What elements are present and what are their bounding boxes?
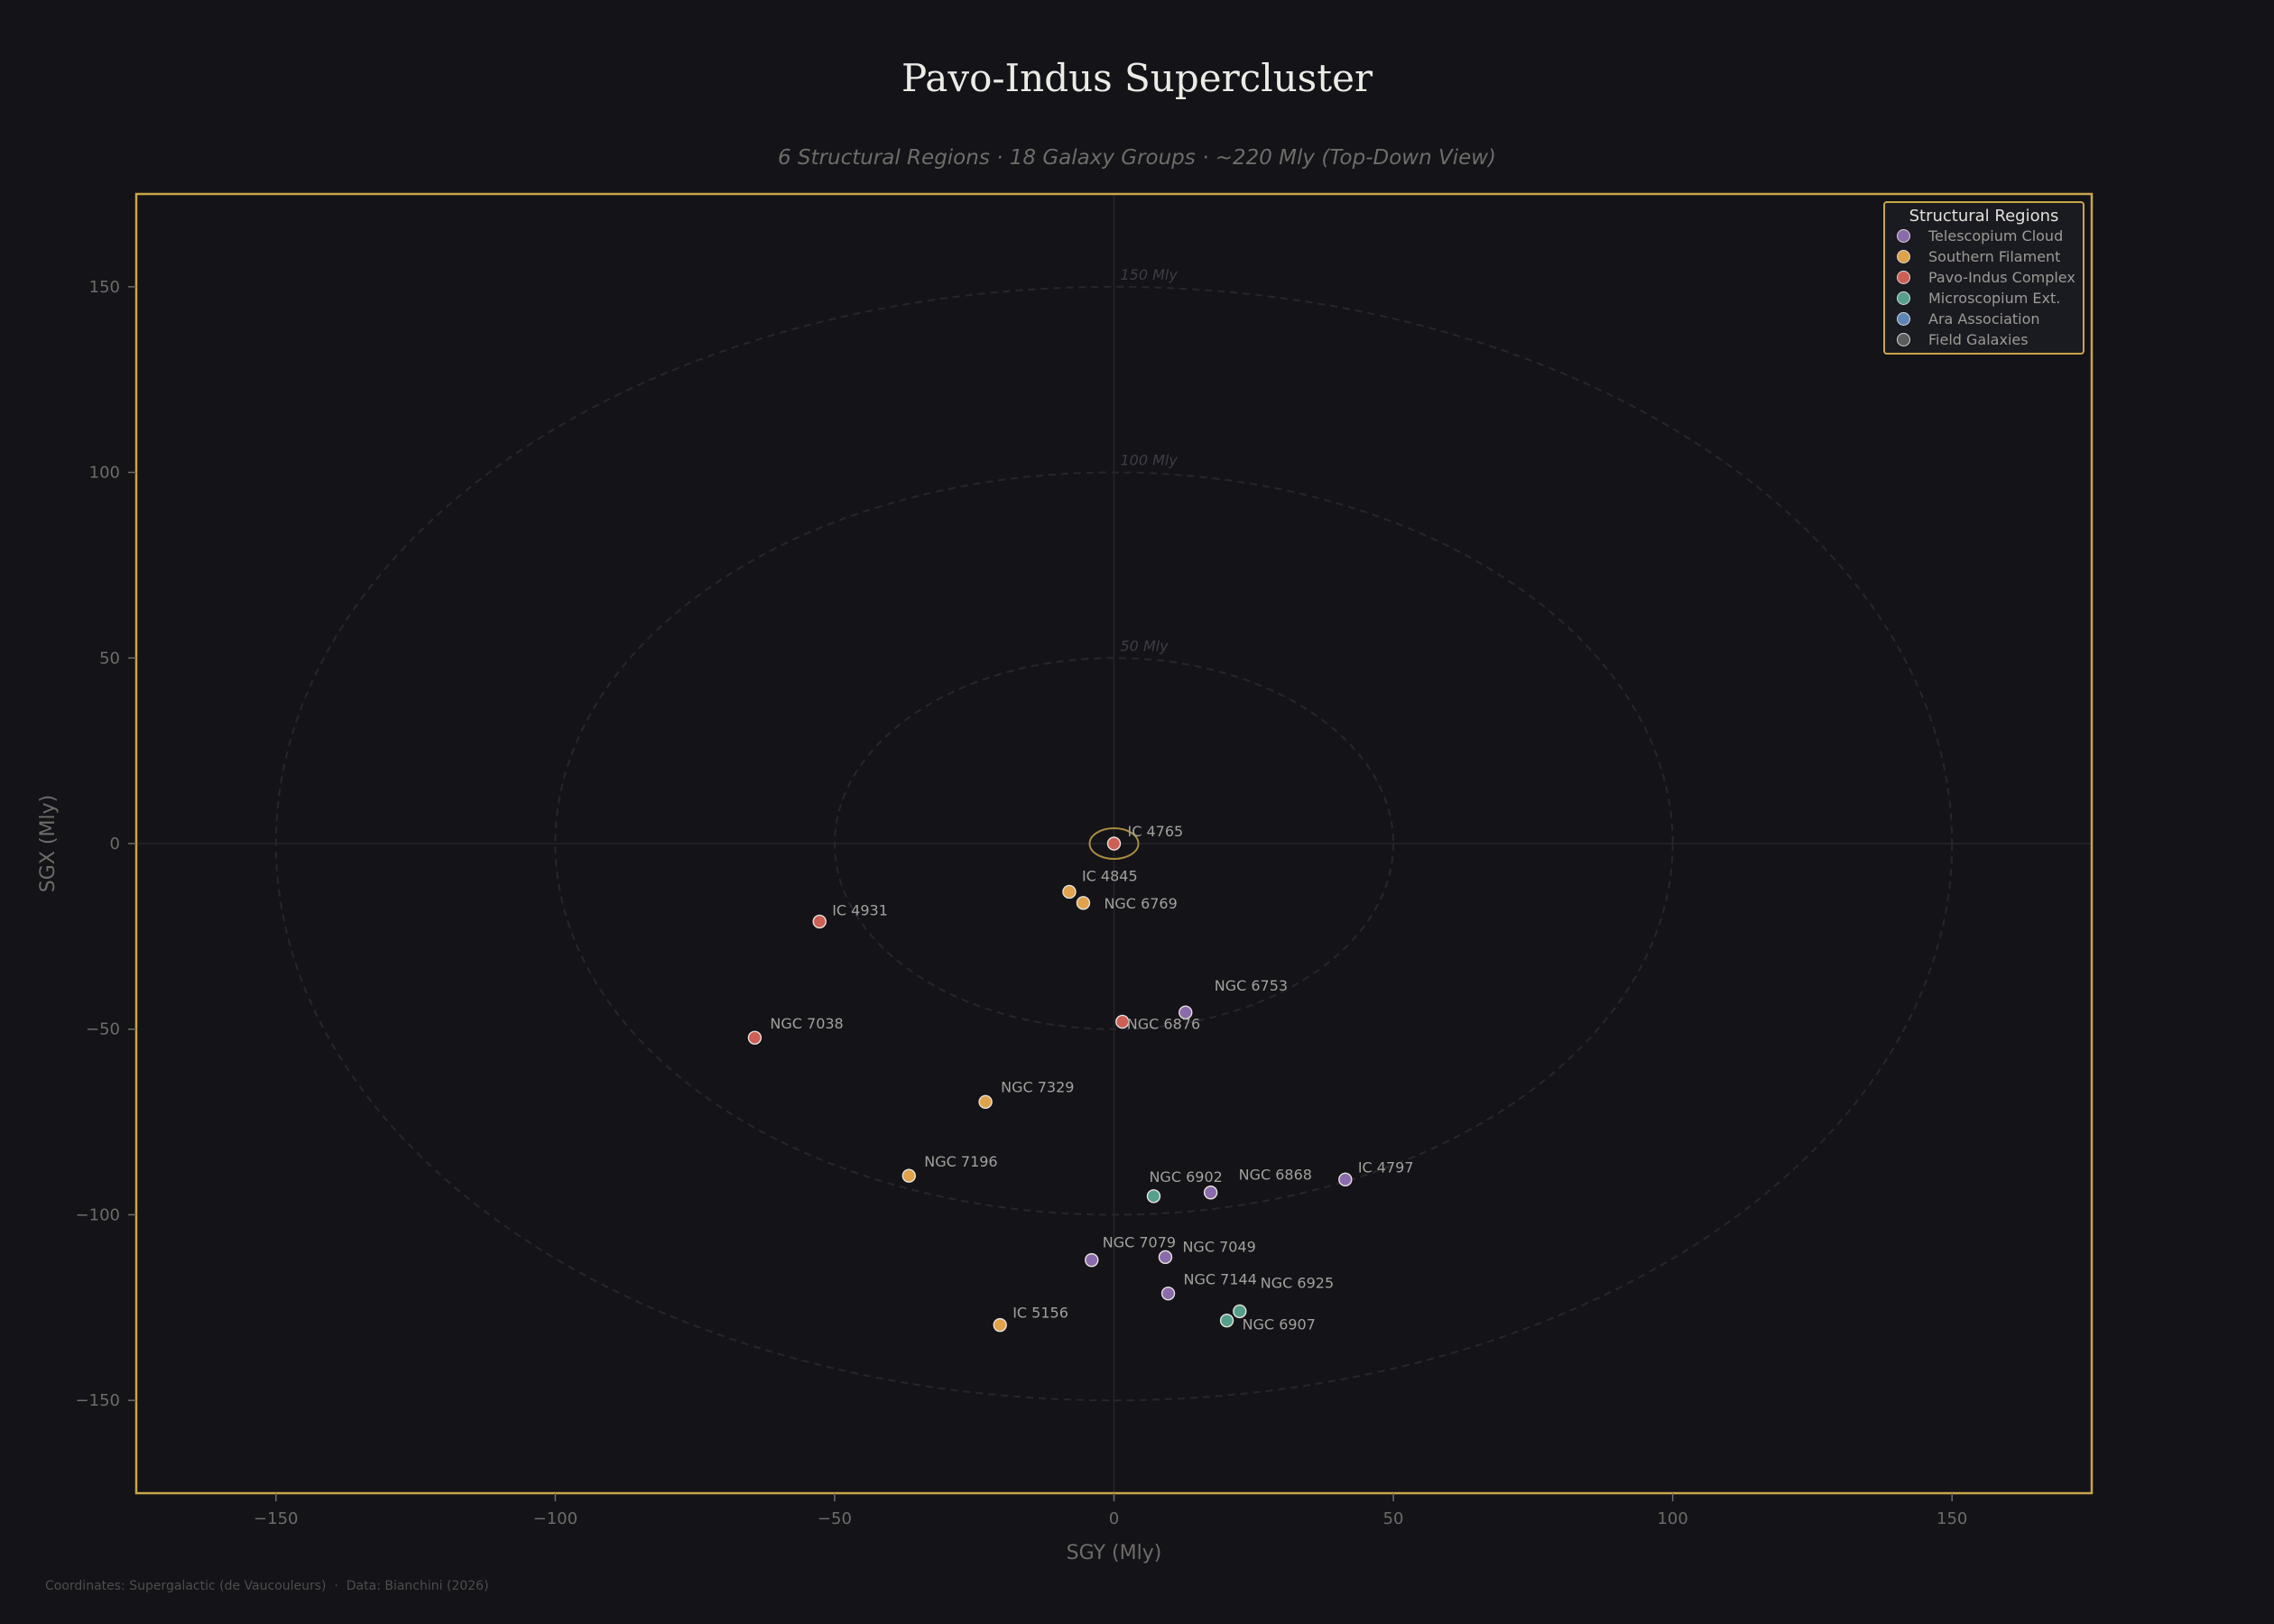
galaxy-marker[interactable] bbox=[1158, 1250, 1173, 1265]
distance-ring bbox=[274, 285, 1954, 1402]
galaxy-label: IC 4765 bbox=[1128, 823, 1184, 840]
galaxy-marker[interactable] bbox=[1203, 1186, 1218, 1200]
galaxy-label: NGC 7329 bbox=[1001, 1078, 1074, 1095]
ring-label: 50 Mly bbox=[1121, 637, 1169, 654]
galaxy-label: IC 4797 bbox=[1358, 1158, 1414, 1176]
legend-item-ara-association[interactable]: Ara Association bbox=[1885, 309, 2083, 329]
galaxy-label: NGC 6907 bbox=[1243, 1316, 1316, 1333]
legend-label: Telescopium Cloud bbox=[1928, 227, 2064, 245]
galaxy-label: NGC 6769 bbox=[1104, 895, 1177, 912]
x-tick-label: −150 bbox=[254, 1509, 298, 1528]
galaxy-label: IC 4931 bbox=[832, 901, 888, 918]
galaxy-marker[interactable] bbox=[1160, 1286, 1176, 1301]
legend-label: Field Galaxies bbox=[1928, 331, 2029, 348]
legend-label: Ara Association bbox=[1928, 310, 2040, 328]
galaxy-label: NGC 6876 bbox=[1127, 1015, 1200, 1032]
galaxy-label: NGC 7196 bbox=[924, 1153, 997, 1170]
y-tick-label: 150 bbox=[89, 278, 120, 297]
galaxy-label: IC 4845 bbox=[1082, 867, 1138, 884]
galaxy-marker[interactable] bbox=[901, 1168, 916, 1183]
galaxy-label: NGC 7038 bbox=[770, 1015, 843, 1032]
chart-subtitle: 6 Structural Regions · 18 Galaxy Groups … bbox=[777, 146, 1497, 170]
legend-marker-icon bbox=[1897, 333, 1910, 346]
legend-marker-icon bbox=[1897, 250, 1910, 263]
galaxy-marker[interactable] bbox=[812, 914, 827, 929]
galaxy-marker[interactable] bbox=[1106, 836, 1122, 851]
galaxy-marker[interactable] bbox=[747, 1030, 763, 1045]
legend-marker-icon bbox=[1897, 229, 1910, 243]
galaxy-marker[interactable] bbox=[1179, 1005, 1193, 1020]
ring-label: 150 Mly bbox=[1121, 266, 1179, 283]
galaxy-marker[interactable] bbox=[1085, 1252, 1099, 1268]
galaxy-label: NGC 6753 bbox=[1215, 977, 1288, 994]
x-tick-label: 100 bbox=[1657, 1509, 1687, 1528]
x-tick-label: −100 bbox=[533, 1509, 578, 1528]
galaxy-marker[interactable] bbox=[1219, 1313, 1234, 1328]
legend-item-southern-filament[interactable]: Southern Filament bbox=[1885, 246, 2083, 267]
galaxy-marker[interactable] bbox=[1115, 1014, 1130, 1029]
y-axis-label: SGX (Mly) bbox=[37, 795, 60, 892]
legend-marker-icon bbox=[1897, 271, 1910, 284]
footer-credits: Coordinates: Supergalactic (de Vaucouleu… bbox=[45, 1579, 489, 1593]
galaxy-label: NGC 6925 bbox=[1261, 1274, 1334, 1291]
x-tick-label: −50 bbox=[818, 1509, 852, 1528]
legend-title: Structural Regions bbox=[1909, 207, 2059, 226]
distance-ring bbox=[833, 657, 1395, 1030]
legend-marker-icon bbox=[1897, 291, 1910, 305]
y-tick-label: −150 bbox=[76, 1391, 120, 1410]
legend-item-pavo-indus-complex[interactable]: Pavo-Indus Complex bbox=[1885, 267, 2083, 288]
y-tick-label: −50 bbox=[86, 1020, 120, 1039]
x-tick-label: 50 bbox=[1383, 1509, 1404, 1528]
legend-label: Southern Filament bbox=[1928, 248, 2061, 265]
y-tick-label: 100 bbox=[89, 464, 120, 483]
galaxy-label: NGC 7049 bbox=[1182, 1238, 1255, 1255]
galaxy-marker[interactable] bbox=[993, 1317, 1007, 1333]
galaxy-marker[interactable] bbox=[1233, 1304, 1247, 1319]
legend-label: Microscopium Ext. bbox=[1928, 290, 2061, 307]
legend-item-telescopium-cloud[interactable]: Telescopium Cloud bbox=[1885, 226, 2083, 246]
galaxy-label: NGC 6902 bbox=[1149, 1168, 1222, 1186]
highlight-ring bbox=[1088, 827, 1140, 860]
legend-marker-icon bbox=[1897, 312, 1910, 326]
galaxy-label: NGC 7079 bbox=[1103, 1234, 1176, 1251]
legend: Structural Regions Telescopium Cloud Sou… bbox=[1883, 201, 2084, 355]
galaxy-marker[interactable] bbox=[978, 1094, 993, 1110]
legend-item-field-galaxies[interactable]: Field Galaxies bbox=[1885, 329, 2083, 350]
chart-title: Pavo-Indus Supercluster bbox=[901, 56, 1373, 100]
y-tick-label: 0 bbox=[110, 835, 120, 854]
galaxy-label: IC 5156 bbox=[1012, 1305, 1068, 1322]
x-axis-label: SGY (Mly) bbox=[1067, 1542, 1162, 1564]
x-tick-label: 0 bbox=[1109, 1509, 1119, 1528]
distance-rings bbox=[274, 285, 1954, 1402]
galaxy-marker[interactable] bbox=[1076, 896, 1091, 910]
galaxy-marker[interactable] bbox=[1062, 884, 1077, 900]
distance-ring bbox=[554, 471, 1674, 1216]
galaxy-label: NGC 7144 bbox=[1184, 1271, 1257, 1288]
galaxy-marker[interactable] bbox=[1146, 1189, 1161, 1204]
y-tick-label: −100 bbox=[76, 1205, 120, 1224]
legend-label: Pavo-Indus Complex bbox=[1928, 269, 2075, 286]
ring-label: 100 Mly bbox=[1121, 452, 1179, 469]
y-tick-label: 50 bbox=[99, 649, 120, 668]
galaxy-label: NGC 6868 bbox=[1239, 1167, 1312, 1184]
x-tick-label: 150 bbox=[1937, 1509, 1967, 1528]
legend-item-microscopium-ext[interactable]: Microscopium Ext. bbox=[1885, 288, 2083, 309]
galaxy-marker[interactable] bbox=[1338, 1172, 1353, 1187]
